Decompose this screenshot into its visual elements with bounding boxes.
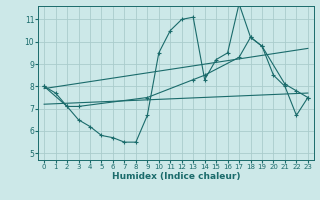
X-axis label: Humidex (Indice chaleur): Humidex (Indice chaleur) (112, 172, 240, 181)
